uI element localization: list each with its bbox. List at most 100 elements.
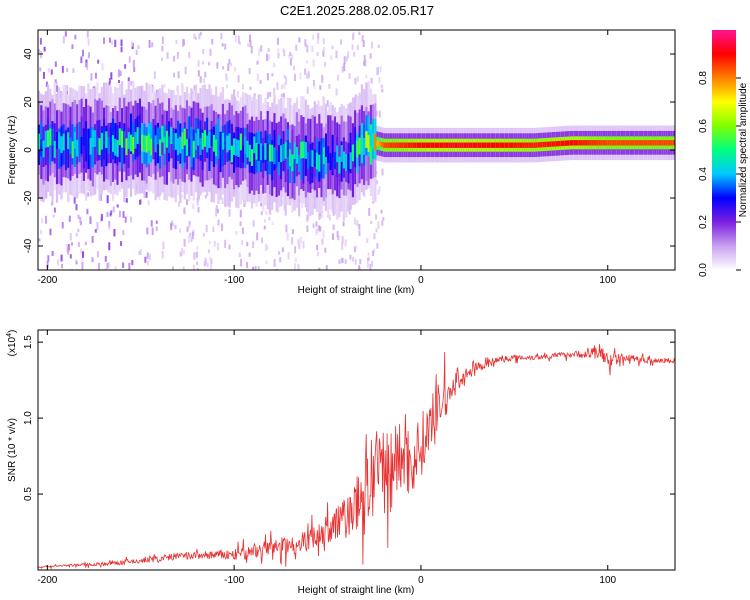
spectrogram-speckle — [147, 261, 150, 266]
spectrogram-speckle — [358, 230, 361, 236]
spectrogram-speckle — [138, 199, 141, 205]
spectrogram-speckle — [77, 214, 80, 220]
spectrogram-speckle — [321, 210, 324, 217]
spectrogram-speckle — [127, 77, 130, 82]
spectrogram-speckle — [96, 222, 99, 230]
colorbar-gradient — [712, 30, 736, 270]
spectrogram-speckle — [285, 224, 288, 233]
spectrogram-speckle — [86, 208, 89, 215]
spectrogram-cell — [282, 144, 285, 161]
spectrogram-cell — [289, 149, 292, 167]
spectrogram-speckle — [263, 219, 266, 223]
spectrogram-speckle — [146, 227, 149, 235]
spectrogram-speckle — [282, 92, 285, 100]
spectrogram-speckle — [282, 48, 285, 52]
spectrogram-speckle — [106, 262, 109, 269]
spectrogram-cell — [145, 135, 148, 153]
spectrogram-speckle — [330, 55, 333, 60]
spectrogram-cell — [46, 130, 50, 148]
spectrogram-cell — [136, 127, 139, 144]
spectrogram-cell — [293, 142, 296, 160]
spectrogram-speckle — [148, 40, 151, 48]
spectrogram-speckle — [341, 258, 344, 263]
spectrogram-cell — [212, 134, 216, 152]
spectrogram-speckle — [285, 76, 288, 85]
spectrogram-speckle — [87, 38, 90, 46]
spectrogram-cell — [542, 141, 545, 148]
spectrogram-cell — [313, 149, 316, 167]
spectrogram-cell — [611, 140, 615, 146]
spectrogram-cell — [44, 130, 47, 148]
spectrogram-speckle — [71, 44, 74, 50]
spectrogram-x-ticks: -200 -100 0 100 — [37, 30, 617, 286]
spectrogram-cell — [445, 142, 449, 148]
spectrogram-cell — [652, 140, 655, 146]
spectrogram-speckle — [356, 44, 359, 51]
spectrogram-speckle — [209, 256, 212, 262]
snr-y-axis-label: SNR (10 * v/v) — [7, 418, 18, 482]
spectrogram-speckle — [118, 210, 121, 218]
spectrogram-cell — [127, 132, 130, 149]
spectrogram-speckle — [328, 83, 331, 89]
spectrogram-cell — [217, 141, 220, 159]
spectrogram-speckle — [252, 220, 255, 227]
spectrogram-speckle — [328, 214, 331, 221]
spectrogram-speckle — [301, 203, 304, 209]
spectrogram-speckle — [296, 97, 299, 102]
spectrogram-cell — [593, 140, 597, 146]
spectrogram-cell — [165, 130, 168, 148]
spectrogram-speckle — [108, 78, 111, 84]
spectrogram-cell — [472, 142, 476, 148]
spectrogram-cell — [315, 152, 319, 170]
spectrogram-cell — [89, 137, 92, 155]
spectrogram-speckle — [354, 246, 357, 253]
spectrogram-speckle — [120, 241, 123, 246]
spectrogram-cell — [582, 140, 585, 146]
spectrogram-cell — [546, 141, 550, 148]
spectrogram-speckle — [192, 264, 195, 270]
spectrogram-cell — [181, 132, 184, 149]
spectrogram-speckle — [366, 260, 369, 269]
spectrogram-cell — [602, 140, 606, 146]
spectrogram-cell — [224, 132, 227, 149]
spectrogram-speckle — [239, 221, 242, 227]
spectrogram-speckle — [322, 50, 325, 57]
spectrogram-speckle — [372, 200, 375, 204]
spectrogram-speckle — [172, 223, 175, 228]
spectrogram-speckle — [336, 230, 339, 238]
spectrogram-speckle — [318, 225, 321, 231]
spectrogram-speckle — [289, 57, 292, 66]
spectrogram-cell — [672, 140, 675, 146]
spectrogram-speckle — [205, 224, 208, 233]
spectrogram-speckle — [322, 38, 325, 44]
spectrogram-speckle — [348, 206, 351, 215]
spectrogram-speckle — [372, 250, 375, 257]
spectrogram-cell — [654, 140, 657, 146]
spectrogram-speckle — [367, 252, 370, 256]
spectrogram-speckle — [131, 260, 134, 266]
spectrogram-speckle — [74, 34, 77, 40]
spectrogram-speckle — [210, 262, 213, 270]
spectrogram-cell — [475, 142, 478, 148]
spectrogram-speckle — [312, 151, 315, 159]
spectrogram-cell — [600, 140, 603, 146]
spectrogram-cell — [64, 129, 68, 171]
spectrogram-speckle — [191, 232, 194, 240]
spectrogram-speckle — [241, 227, 244, 235]
spectrogram-speckle — [71, 242, 74, 246]
spectrogram-speckle — [42, 71, 45, 79]
spectrogram-cell — [488, 142, 491, 148]
spectrogram-speckle — [86, 31, 89, 38]
spectrogram-speckle — [347, 51, 350, 59]
spectrogram-speckle — [273, 259, 276, 267]
spectrogram-cell — [515, 142, 518, 148]
spectrogram-speckle — [173, 72, 176, 78]
spectrogram-cell — [607, 140, 610, 146]
spectrogram-cell — [441, 142, 444, 148]
spectrogram-speckle — [335, 88, 338, 96]
spectrogram-speckle — [366, 238, 369, 243]
spectrogram-speckle — [197, 70, 200, 77]
spectrogram-speckle — [291, 229, 294, 235]
spectrogram-speckle — [216, 62, 219, 69]
spectrogram-cell — [609, 140, 612, 146]
